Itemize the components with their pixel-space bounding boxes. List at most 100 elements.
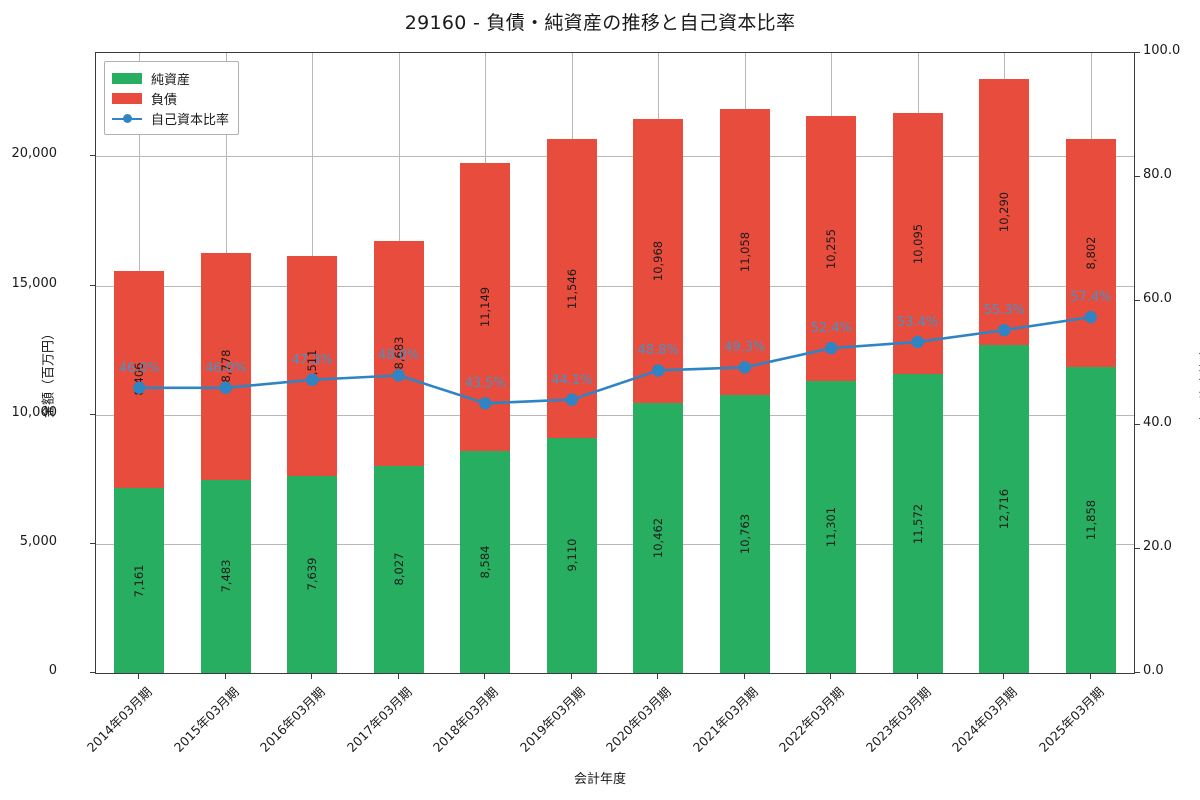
- bar-group[interactable]: 9,110 11,546: [546, 53, 597, 673]
- chart-legend: 純資産 負債 自己資本比率: [104, 61, 240, 135]
- bar-segment-liabilities[interactable]: [546, 139, 597, 438]
- y-axis-left-tick-mark: [90, 542, 95, 544]
- y-axis-right-tick-label: 100.0: [1143, 43, 1181, 58]
- bar-segment-liabilities[interactable]: [633, 119, 684, 403]
- y-axis-right-tick-mark: [1135, 424, 1140, 425]
- y-axis-left-tick-label: 10,000: [11, 404, 58, 420]
- bar-segment-equity[interactable]: [114, 488, 165, 673]
- chart-title: 29160 - 負債・純資産の推移と自己資本比率: [404, 12, 796, 34]
- x-axis-title: 会計年度: [573, 772, 626, 787]
- bar-segment-equity[interactable]: [892, 374, 943, 673]
- y-axis-right-tick-mark: [1135, 300, 1140, 301]
- bar-segment-equity[interactable]: [200, 479, 251, 673]
- x-axis-tick-label: 2017年03月期: [343, 684, 415, 755]
- x-axis-tick-label: 2014年03月期: [84, 684, 155, 755]
- x-axis-tick-mark: [830, 674, 832, 679]
- bar-group[interactable]: 8,027 8,683: [373, 53, 424, 673]
- plot-area: 7,161 8,406 7,483 8,778 7,639 8,511 8,027 8,683…: [95, 52, 1135, 674]
- x-axis-tick-mark: [224, 674, 226, 679]
- bar-group[interactable]: 7,639 8,511: [287, 53, 338, 673]
- x-axis-tick-label: 2016年03月期: [257, 684, 328, 755]
- legend-label-equity: 純資産: [151, 72, 191, 88]
- y-axis-right-tick-label: 20.0: [1143, 539, 1172, 554]
- bar-segment-liabilities[interactable]: [114, 270, 165, 489]
- y-axis-right-tick-mark: [1135, 52, 1140, 53]
- bar-group[interactable]: 7,483 8,778: [200, 53, 251, 673]
- bar-segment-liabilities[interactable]: [806, 116, 857, 382]
- y-axis-right-title: 自己資本比率 (%): [1196, 298, 1200, 448]
- bar-segment-equity[interactable]: [719, 394, 770, 673]
- bar-segment-equity[interactable]: [546, 437, 597, 673]
- bar-group[interactable]: 12,716 10,290: [979, 53, 1030, 673]
- y-axis-left-tick-mark: [90, 672, 95, 673]
- bar-group[interactable]: 11,301 10,255: [806, 53, 857, 673]
- y-axis-left-tick-mark: [90, 284, 95, 286]
- y-axis-right-tick-label: 80.0: [1143, 167, 1172, 182]
- legend-item-liabilities: 負債: [112, 88, 229, 108]
- bar-segment-equity[interactable]: [806, 381, 857, 673]
- x-axis-tick-mark: [570, 674, 572, 679]
- x-axis-tick-label: 2024年03月期: [949, 684, 1020, 755]
- bar-group[interactable]: 10,763 11,058: [719, 53, 770, 673]
- bar-segment-equity[interactable]: [287, 475, 338, 673]
- bar-segment-liabilities[interactable]: [287, 255, 338, 476]
- bar-segment-liabilities[interactable]: [719, 109, 770, 395]
- bar-segment-equity[interactable]: [460, 451, 511, 673]
- x-axis-tick-mark: [311, 674, 313, 679]
- x-axis-tick-mark: [657, 674, 659, 679]
- bar-segment-equity[interactable]: [979, 344, 1030, 673]
- legend-label-liabilities: 負債: [151, 92, 178, 108]
- bar-segment-equity[interactable]: [1065, 366, 1116, 673]
- bar-segment-liabilities[interactable]: [1065, 139, 1116, 367]
- bar-group[interactable]: 11,572 10,095: [892, 53, 943, 673]
- bar-group[interactable]: 7,161 8,406: [114, 53, 165, 673]
- x-axis-tick-label: 2022年03月期: [776, 684, 847, 755]
- x-axis-tick-mark: [1003, 674, 1005, 679]
- legend-swatch-icon-equity: [112, 72, 142, 84]
- gridline: [96, 285, 1134, 287]
- x-axis-tick-mark: [484, 674, 486, 679]
- legend-item-equity: 純資産: [112, 68, 229, 88]
- y-axis-left-tick-mark: [90, 155, 95, 157]
- y-axis-right-tick-mark: [1135, 548, 1140, 549]
- y-axis-right-tick-label: 60.0: [1143, 291, 1172, 306]
- bar-segment-liabilities[interactable]: [373, 241, 424, 466]
- bar-group[interactable]: 8,584 11,149: [460, 53, 511, 673]
- x-axis-tick-label: 2018年03月期: [430, 684, 501, 755]
- y-axis-right-tick-label: 40.0: [1143, 415, 1172, 430]
- bar-segment-equity[interactable]: [373, 465, 424, 673]
- x-axis-tick-mark: [1089, 674, 1091, 679]
- legend-line-marker-icon-equity-ratio: [112, 113, 142, 124]
- gridline: [96, 414, 1134, 416]
- y-axis-right-tick-label: 0.0: [1143, 663, 1164, 678]
- y-axis-left-tick-label: 5,000: [19, 533, 57, 549]
- bar-segment-liabilities[interactable]: [892, 113, 943, 375]
- legend-swatch-icon-liabilities: [112, 92, 142, 104]
- y-axis-right-tick-mark: [1135, 176, 1140, 177]
- x-axis-tick-label: 2015年03月期: [170, 684, 242, 755]
- bar-group[interactable]: 11,858 8,802: [1065, 53, 1116, 673]
- y-axis-right-tick-mark: [1135, 672, 1140, 673]
- x-axis-tick-label: 2023年03月期: [862, 684, 934, 755]
- x-axis-tick-mark: [397, 674, 399, 679]
- bar-group[interactable]: 10,462 10,968: [633, 53, 684, 673]
- bar-segment-equity[interactable]: [633, 402, 684, 673]
- x-axis-tick-mark: [743, 674, 745, 679]
- bar-segment-liabilities[interactable]: [460, 163, 511, 452]
- y-axis-left-tick-mark: [90, 413, 95, 415]
- x-axis-tick-label: 2025年03月期: [1035, 684, 1107, 755]
- gridline: [96, 156, 1134, 158]
- bar-segment-liabilities[interactable]: [200, 252, 251, 480]
- x-axis-tick-label: 2019年03月期: [516, 684, 588, 755]
- legend-label-equity-ratio: 自己資本比率: [151, 112, 230, 128]
- ratio-line: [137, 315, 1093, 405]
- x-axis-tick-mark: [138, 674, 140, 679]
- legend-item-equity-ratio: 自己資本比率: [112, 108, 229, 128]
- y-axis-left-tick-label: 15,000: [11, 275, 58, 291]
- x-axis-tick-mark: [916, 674, 918, 679]
- y-axis-left-tick-label: 0: [48, 663, 57, 678]
- y-axis-left-tick-label: 20,000: [11, 146, 58, 162]
- bar-segment-liabilities[interactable]: [979, 78, 1030, 345]
- gridline: [96, 543, 1134, 545]
